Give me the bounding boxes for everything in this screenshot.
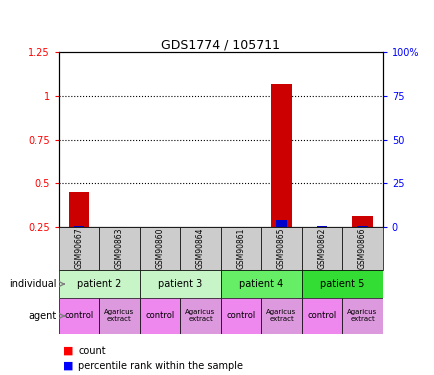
Bar xyxy=(301,270,382,298)
Text: individual: individual xyxy=(9,279,56,289)
Text: Agaricus
extract: Agaricus extract xyxy=(266,309,296,322)
Text: percentile rank within the sample: percentile rank within the sample xyxy=(78,361,243,370)
Bar xyxy=(276,220,286,227)
Bar xyxy=(271,84,291,227)
Bar xyxy=(180,298,220,334)
Bar xyxy=(352,216,372,227)
Bar xyxy=(59,227,99,270)
Bar xyxy=(261,227,301,270)
Text: control: control xyxy=(307,311,336,320)
Text: patient 3: patient 3 xyxy=(158,279,202,289)
Text: GSM90863: GSM90863 xyxy=(115,228,124,269)
Bar xyxy=(301,298,342,334)
Text: GSM90865: GSM90865 xyxy=(276,228,286,269)
Text: control: control xyxy=(64,311,93,320)
Bar xyxy=(220,298,261,334)
Text: GSM90862: GSM90862 xyxy=(317,228,326,269)
Text: GSM90667: GSM90667 xyxy=(74,228,83,269)
Text: control: control xyxy=(145,311,174,320)
Text: patient 5: patient 5 xyxy=(319,279,364,289)
Bar xyxy=(139,227,180,270)
Text: GSM90861: GSM90861 xyxy=(236,228,245,269)
Bar xyxy=(59,298,99,334)
Bar xyxy=(342,227,382,270)
Text: GSM90866: GSM90866 xyxy=(357,228,366,269)
Text: control: control xyxy=(226,311,255,320)
Bar xyxy=(139,298,180,334)
Text: GSM90860: GSM90860 xyxy=(155,228,164,269)
Bar xyxy=(99,227,139,270)
Text: ■: ■ xyxy=(63,346,73,355)
Bar xyxy=(69,192,89,227)
Bar xyxy=(316,226,326,227)
Bar xyxy=(180,227,220,270)
Text: ■: ■ xyxy=(63,361,73,370)
Text: Agaricus
extract: Agaricus extract xyxy=(347,309,377,322)
Title: GDS1774 / 105711: GDS1774 / 105711 xyxy=(161,38,279,51)
Bar xyxy=(139,270,220,298)
Text: count: count xyxy=(78,346,106,355)
Text: GSM90864: GSM90864 xyxy=(196,228,204,269)
Text: Agaricus
extract: Agaricus extract xyxy=(104,309,134,322)
Bar xyxy=(74,226,84,227)
Bar xyxy=(99,298,139,334)
Text: Agaricus
extract: Agaricus extract xyxy=(185,309,215,322)
Bar xyxy=(59,270,139,298)
Bar xyxy=(261,298,301,334)
Bar xyxy=(220,270,301,298)
Bar xyxy=(342,298,382,334)
Bar xyxy=(301,227,342,270)
Text: agent: agent xyxy=(28,311,56,321)
Bar xyxy=(357,226,367,227)
Text: patient 4: patient 4 xyxy=(239,279,283,289)
Text: patient 2: patient 2 xyxy=(77,279,121,289)
Bar xyxy=(220,227,261,270)
